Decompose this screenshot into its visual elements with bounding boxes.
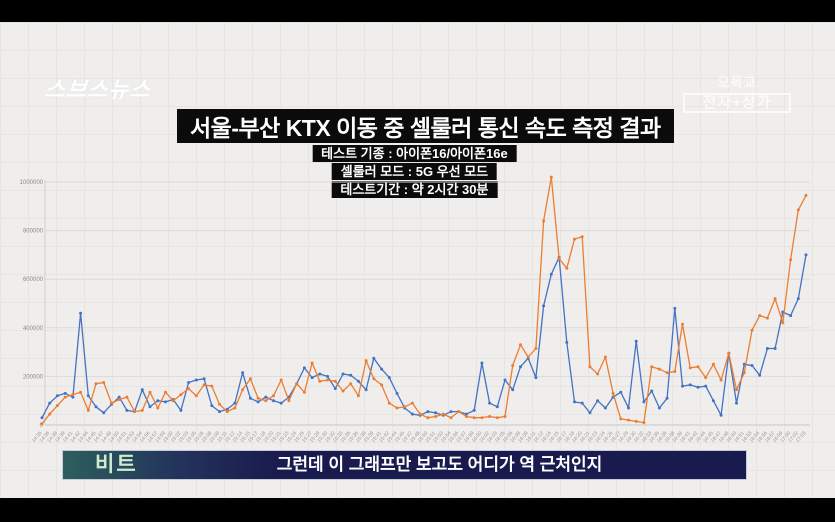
info-line-device: 테스트 기종 : 아이폰16/아이폰16e [312,145,517,162]
watermark-title-top: 오목교 [717,75,757,90]
program-watermark: 오목교 전자+상가 [683,72,791,113]
svg-text:0: 0 [40,423,44,429]
speaker-name-label: 비트 [95,453,138,476]
letterbox-top [0,0,835,22]
caption-text: 그런데 이 그래프만 보고도 어디가 역 근처인지 [276,455,603,474]
svg-text:1000000: 1000000 [20,180,44,186]
chart-canvas: 0200000400000600000800000100000014:3514:… [20,175,810,444]
svg-text:400000: 400000 [23,326,44,332]
watermark-title-box: 전자+상가 [683,93,791,113]
page-title: 서울-부산 KTX 이동 중 셀룰러 통신 속도 측정 결과 [190,115,661,141]
caption-bar: 비트 그런데 이 그래프만 보고도 어디가 역 근처인지 [62,450,747,480]
channel-logo: 스브스뉴스 [43,77,153,102]
info-line-duration: 테스트기간 : 약 2시간 30분 [331,181,498,198]
svg-text:800000: 800000 [23,229,44,235]
info-line-mode: 셀룰러 모드 : 5G 우선 모드 [331,163,498,180]
svg-text:600000: 600000 [23,277,44,283]
svg-text:200000: 200000 [23,374,44,380]
letterbox-bottom [0,498,835,522]
content-area: 스브스뉴스 오목교 전자+상가 서울-부산 KTX 이동 중 셀룰러 통신 속도… [0,22,835,498]
test-info-box: 테스트 기종 : 아이폰16/아이폰16e 셀룰러 모드 : 5G 우선 모드 … [312,145,517,199]
title-bar: 서울-부산 KTX 이동 중 셀룰러 통신 속도 측정 결과 [177,109,674,143]
speed-line-chart: 0 200000 400000 600000 800000 1000000 14:35 14:… [0,162,835,462]
